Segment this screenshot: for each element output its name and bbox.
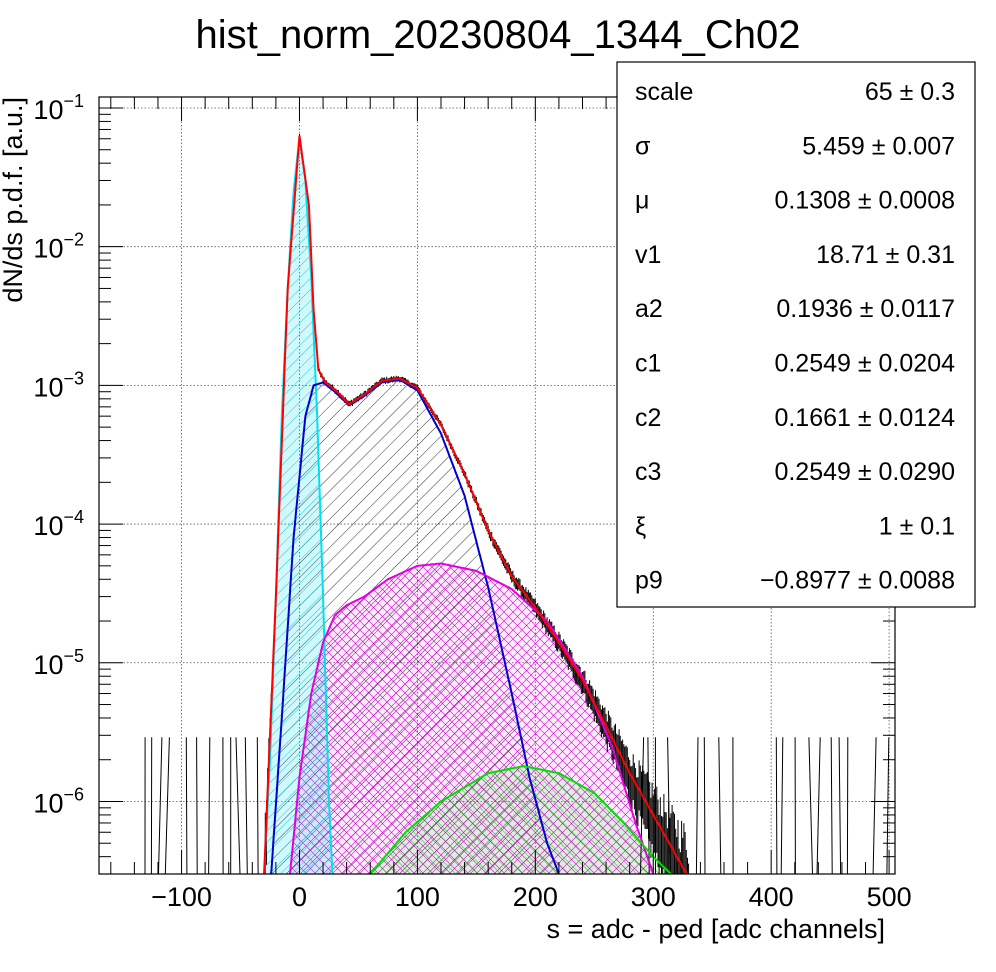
three_pe-curve xyxy=(369,765,672,874)
x-tick-label: 200 xyxy=(513,882,558,912)
stat-value: −0.8977 ± 0.0088 xyxy=(760,567,955,595)
pedestal-hatch xyxy=(264,137,333,874)
stat-name: scale xyxy=(635,78,693,106)
stat-name: v1 xyxy=(635,241,661,269)
stat-value: 5.459 ± 0.007 xyxy=(802,132,955,160)
y-tick-label: 10−4 xyxy=(33,507,84,541)
stat-value: 0.1936 ± 0.0117 xyxy=(776,295,955,323)
x-tick-label: 500 xyxy=(867,882,912,912)
stat-name: μ xyxy=(635,187,649,215)
stat-value: 0.1661 ± 0.0124 xyxy=(774,404,955,432)
x-axis-label: s = adc - ped [adc channels] xyxy=(547,914,885,944)
total_fit-curve xyxy=(263,135,688,874)
stat-value: 65 ± 0.3 xyxy=(865,78,955,106)
stat-value: 1 ± 0.1 xyxy=(879,512,955,540)
one_pe-curve xyxy=(270,378,560,874)
x-tick-label: 100 xyxy=(395,882,440,912)
y-tick-label: 10−2 xyxy=(33,230,84,264)
x-tick-label: 0 xyxy=(292,882,307,912)
y-tick-labels: 10−6 10−5 10−4 10−3 10−2 10−1 xyxy=(33,91,84,818)
stat-value: 0.1308 ± 0.0008 xyxy=(774,187,955,215)
stat-name: c2 xyxy=(635,404,661,432)
stat-name: σ xyxy=(635,132,651,160)
fit-curves xyxy=(263,135,688,874)
y-axis-label: dN/ds p.d.f. [a.u.] xyxy=(0,97,28,303)
chart-title: hist_norm_20230804_1344_Ch02 xyxy=(196,13,801,57)
stat-value: 0.2549 ± 0.0290 xyxy=(774,458,955,486)
x-tick-label: 300 xyxy=(631,882,676,912)
stat-name: a2 xyxy=(635,295,663,323)
stat-name: ξ xyxy=(635,512,646,540)
x-tick-labels: −100 0 100 200 300 400 500 xyxy=(151,882,912,912)
y-tick-label: 10−5 xyxy=(33,646,84,680)
y-tick-label: 10−1 xyxy=(33,91,84,125)
stat-name: p9 xyxy=(635,567,663,595)
y-tick-label: 10−6 xyxy=(33,784,84,818)
stat-value: 0.2549 ± 0.0204 xyxy=(774,350,955,378)
stat-name: c1 xyxy=(635,350,661,378)
component-fills xyxy=(264,137,671,874)
stat-value: 18.71 ± 0.31 xyxy=(816,241,955,269)
y-tick-label: 10−3 xyxy=(33,368,84,402)
x-tick-label: −100 xyxy=(151,882,212,912)
stat-name: c3 xyxy=(635,458,661,486)
x-tick-label: 400 xyxy=(749,882,794,912)
fit-stats-box: scale 65 ± 0.3 σ 5.459 ± 0.007 μ 0.1308 ± 0.0… xyxy=(616,61,976,608)
three_pe-hatch xyxy=(370,766,671,874)
